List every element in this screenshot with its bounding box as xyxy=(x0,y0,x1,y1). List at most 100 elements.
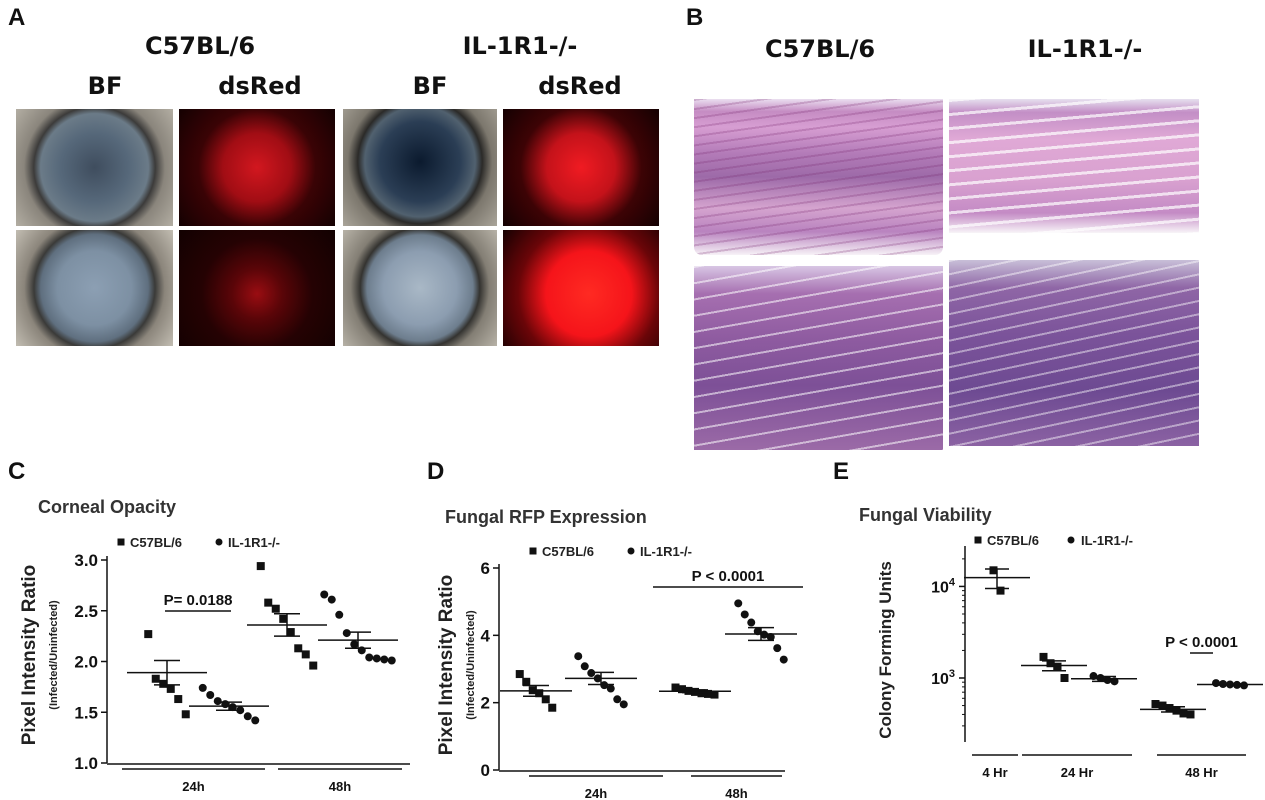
y-axis-label: Colony Forming Units xyxy=(876,561,895,739)
chart-fungal-viability: Fungal Viability C57BL/6 IL-1R1-/- Colon… xyxy=(859,505,1263,780)
data-point xyxy=(387,656,396,665)
data-point xyxy=(704,689,712,698)
data-point xyxy=(357,646,366,655)
data-point xyxy=(166,684,175,693)
legend-label-c57bl6: C57BL/6 xyxy=(130,535,182,550)
chart-title: Fungal RFP Expression xyxy=(445,507,647,527)
data-point xyxy=(151,674,160,683)
y-tick-label: 1.0 xyxy=(74,754,98,773)
legend-label-il1r1: IL-1R1-/- xyxy=(228,535,280,550)
data-point xyxy=(574,652,583,661)
eye-brightfield-image xyxy=(16,109,173,226)
data-point xyxy=(535,689,544,698)
data-point xyxy=(213,697,222,706)
histology-image xyxy=(694,99,943,255)
data-point xyxy=(989,566,998,575)
data-point xyxy=(264,598,273,607)
y-tick-label: 2.0 xyxy=(74,653,98,672)
panel-b-strain-il1r1: IL-1R1-/- xyxy=(1027,35,1143,63)
y-tick-label: 2.5 xyxy=(74,602,98,621)
panel-a-label-bf-left: BF xyxy=(87,72,123,100)
legend-label-il1r1: IL-1R1-/- xyxy=(1081,533,1133,548)
panel-a-label-dsred-right: dsRed xyxy=(538,72,622,100)
legend-marker-square xyxy=(529,547,537,555)
significance-label: P < 0.0001 xyxy=(1165,634,1238,651)
group-label: 48 Hr xyxy=(1185,765,1218,780)
histology-image xyxy=(949,260,1199,446)
panel-label-e: E xyxy=(833,458,850,485)
group-label: 4 Hr xyxy=(982,765,1007,780)
eye-brightfield-image xyxy=(343,109,497,226)
data-point xyxy=(159,679,168,688)
significance-label: P= 0.0188 xyxy=(164,592,233,609)
chart-corneal-opacity: Corneal Opacity C57BL/6 IL-1R1-/- Pixel … xyxy=(19,497,410,794)
histology-image xyxy=(949,99,1199,233)
data-point xyxy=(144,630,153,639)
legend-label-il1r1: IL-1R1-/- xyxy=(640,544,692,559)
panel-a-strain-c57bl6: C57BL/6 xyxy=(144,32,256,60)
data-point xyxy=(606,684,615,693)
panel-a-label-dsred-left: dsRed xyxy=(218,72,302,100)
data-point xyxy=(342,629,351,638)
data-point xyxy=(1060,674,1069,682)
data-point xyxy=(206,690,215,699)
panel-label-b: B xyxy=(686,4,704,31)
data-point xyxy=(671,683,680,692)
eye-brightfield-image xyxy=(343,230,497,346)
data-point xyxy=(372,654,381,663)
data-point xyxy=(320,590,329,599)
chart-title: Fungal Viability xyxy=(859,505,992,525)
data-point xyxy=(256,562,265,571)
eye-dsred-image xyxy=(179,230,335,346)
data-point xyxy=(251,716,260,725)
data-point xyxy=(301,650,310,659)
legend-label-c57bl6: C57BL/6 xyxy=(542,544,594,559)
data-point xyxy=(1172,706,1181,715)
chart-fungal-rfp: Fungal RFP Expression C57BL/6 IL-1R1-/- … xyxy=(436,507,803,800)
legend-marker-circle xyxy=(215,538,223,546)
data-point xyxy=(271,604,280,613)
y-tick-label: 0 xyxy=(481,761,490,780)
panel-label-a: A xyxy=(8,4,26,31)
data-point xyxy=(365,653,374,662)
data-point xyxy=(1151,700,1160,709)
data-point xyxy=(1053,662,1062,671)
data-point xyxy=(580,662,589,671)
y-tick-label: 4 xyxy=(481,626,491,645)
data-point xyxy=(710,690,719,699)
y-axis-sublabel: (Infected/Uninfected) xyxy=(465,610,477,720)
data-point xyxy=(541,695,550,704)
group-label: 24 Hr xyxy=(1061,765,1094,780)
legend-marker-square xyxy=(974,536,982,544)
y-tick-label: 1.5 xyxy=(74,703,98,722)
y-axis-sublabel: (Infected/Uninfected) xyxy=(48,600,60,710)
data-point xyxy=(515,670,524,679)
data-point xyxy=(779,655,788,664)
significance-label: P < 0.0001 xyxy=(692,568,765,585)
panel-a-strain-il1r1: IL-1R1-/- xyxy=(462,32,578,60)
data-point xyxy=(243,712,252,721)
data-point xyxy=(619,700,628,709)
data-point xyxy=(198,683,207,692)
y-tick-label: 103 xyxy=(931,668,955,688)
y-tick-label: 2 xyxy=(481,694,490,713)
panel-label-d: D xyxy=(427,458,445,485)
data-point xyxy=(522,677,531,686)
panel-a-label-bf-right: BF xyxy=(412,72,448,100)
y-axis-label: Pixel Intensity Ratio xyxy=(436,575,457,756)
data-point xyxy=(1165,704,1174,713)
eye-dsred-image xyxy=(503,230,659,346)
eye-dsred-image xyxy=(503,109,659,226)
data-point xyxy=(327,595,336,604)
legend-marker-square xyxy=(117,538,125,546)
data-point xyxy=(740,610,749,619)
data-point xyxy=(294,644,303,653)
group-label: 48h xyxy=(329,779,351,794)
data-point xyxy=(613,695,622,704)
legend-label-c57bl6: C57BL/6 xyxy=(987,533,1039,548)
data-point xyxy=(228,703,237,712)
data-point xyxy=(1046,659,1055,668)
group-label: 48h xyxy=(725,786,747,800)
data-point xyxy=(1039,652,1048,661)
data-point xyxy=(773,644,782,653)
